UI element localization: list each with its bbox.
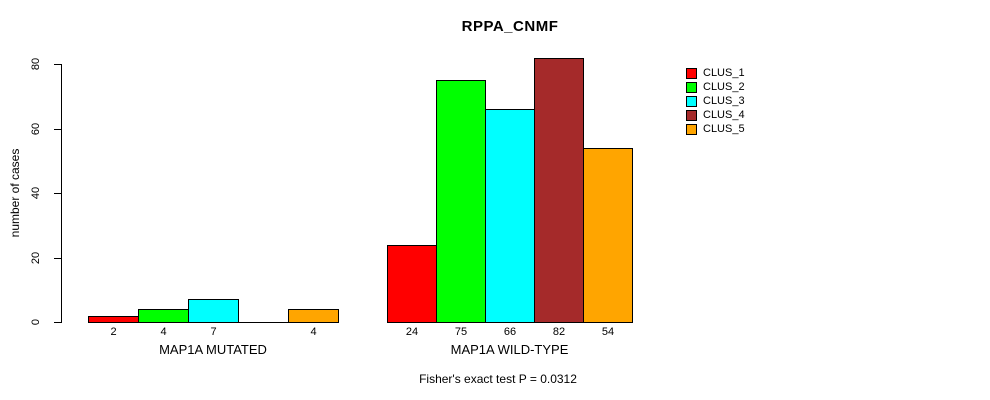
legend-swatch-clus_2 [686,82,697,93]
bar-value-label: 7 [210,326,217,338]
group-label: MAP1A WILD-TYPE [450,342,569,357]
bar-clus_2 [138,309,189,323]
bar-clus_2 [436,80,486,323]
y-tick-label: 20 [30,251,42,265]
bar-clus_5 [583,148,633,323]
legend-label-clus_5: CLUS_5 [703,123,745,135]
legend-swatch-clus_1 [686,68,697,79]
bar-value-label: 54 [601,326,615,338]
y-tick-mark [54,193,61,194]
bar-clus_1 [387,245,437,323]
legend-label-clus_3: CLUS_3 [703,95,745,107]
bar-value-label: 4 [310,326,317,338]
legend-swatch-clus_4 [686,110,697,121]
legend-swatch-clus_3 [686,96,697,107]
bar-clus_3 [188,299,239,323]
bar-value-label: 4 [160,326,167,338]
bar-value-label: 2 [110,326,117,338]
bar-clus_3 [485,109,535,323]
y-tick-mark [54,64,61,65]
y-tick-label: 60 [30,122,42,136]
bar-clus_4 [534,58,584,323]
y-axis-line [61,64,62,323]
bar-value-label [238,326,289,338]
bar-value-label: 66 [503,326,517,338]
chart-title: RPPA_CNMF [461,18,559,35]
y-tick-mark [54,129,61,130]
legend-label-clus_2: CLUS_2 [703,81,745,93]
group-label: MAP1A MUTATED [159,342,267,357]
bar-value-label: 24 [405,326,419,338]
bar-value-label: 75 [454,326,468,338]
bar-clus_1 [88,316,139,323]
bar-value-label: 82 [552,326,566,338]
y-tick-mark [54,322,61,323]
y-tick-label: 80 [30,57,42,71]
y-tick-mark [54,258,61,259]
bar-clus_5 [288,309,339,323]
legend-label-clus_1: CLUS_1 [703,67,745,79]
legend-swatch-clus_5 [686,124,697,135]
y-tick-label: 40 [30,186,42,200]
y-tick-label: 0 [30,318,42,326]
stat-test-caption: Fisher's exact test P = 0.0312 [419,372,577,386]
y-axis-label: number of cases [8,148,22,238]
legend-label-clus_4: CLUS_4 [703,109,745,121]
